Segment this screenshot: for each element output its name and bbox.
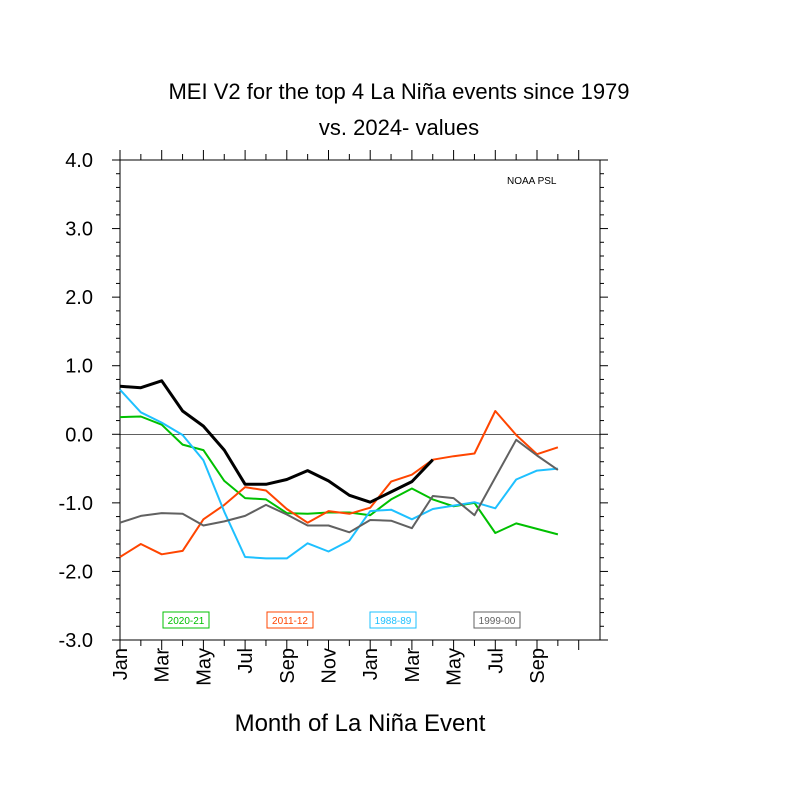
y-tick-label: 3.0 <box>65 219 93 241</box>
series-line <box>119 438 559 534</box>
plot-frame <box>119 159 601 641</box>
x-tick-label: Nov <box>319 648 341 684</box>
legend: 2020-21 2011-12 1988-89 1999-00 <box>162 611 521 629</box>
x-tick-label: Jul <box>235 648 257 674</box>
legend-label: 2020-21 <box>168 616 205 627</box>
x-tick-label: Mar <box>152 648 174 683</box>
series-layer <box>119 379 559 560</box>
legend-label: 2011-12 <box>272 616 308 627</box>
x-tick-label: May <box>193 648 215 686</box>
chart-title-line2: vs. 2024- values <box>319 115 479 140</box>
series-line <box>119 379 434 504</box>
y-tick-label: -2.0 <box>59 561 93 583</box>
x-tick-label: Jul <box>485 648 507 674</box>
y-tick-label: 2.0 <box>65 287 93 309</box>
legend-box <box>473 611 521 629</box>
y-tick-label: 1.0 <box>65 356 93 378</box>
legend-label: 1988-89 <box>375 616 412 627</box>
chart-title-line1: MEI V2 for the top 4 La Niña events sinc… <box>168 79 629 104</box>
series-line <box>119 389 558 560</box>
legend-box <box>369 611 417 629</box>
credit-label: NOAA PSL <box>507 176 557 187</box>
y-tick-label: -1.0 <box>59 493 93 515</box>
x-tick-label: Jan <box>110 648 132 680</box>
y-tick-label: -3.0 <box>59 630 93 652</box>
x-axis-label: Month of La Niña Event <box>235 710 486 737</box>
x-tick-label: Mar <box>402 648 424 683</box>
x-axis: Jan Mar May Jul Sep Nov Jan Mar May Jul Sep <box>110 150 580 686</box>
x-tick-label: Sep <box>277 648 299 684</box>
legend-box <box>162 611 210 629</box>
x-tick-label: May <box>444 648 466 686</box>
y-tick-label: 0.0 <box>65 424 93 446</box>
series-line <box>119 410 559 558</box>
y-tick-label: 4.0 <box>65 150 93 172</box>
legend-box <box>266 611 314 629</box>
x-tick-label: Jan <box>360 648 382 680</box>
x-tick-label: Sep <box>527 648 549 684</box>
legend-label: 1999-00 <box>479 616 516 627</box>
y-axis: 4.0 3.0 2.0 1.0 0.0 -1.0 -2.0 -3.0 <box>59 150 608 652</box>
